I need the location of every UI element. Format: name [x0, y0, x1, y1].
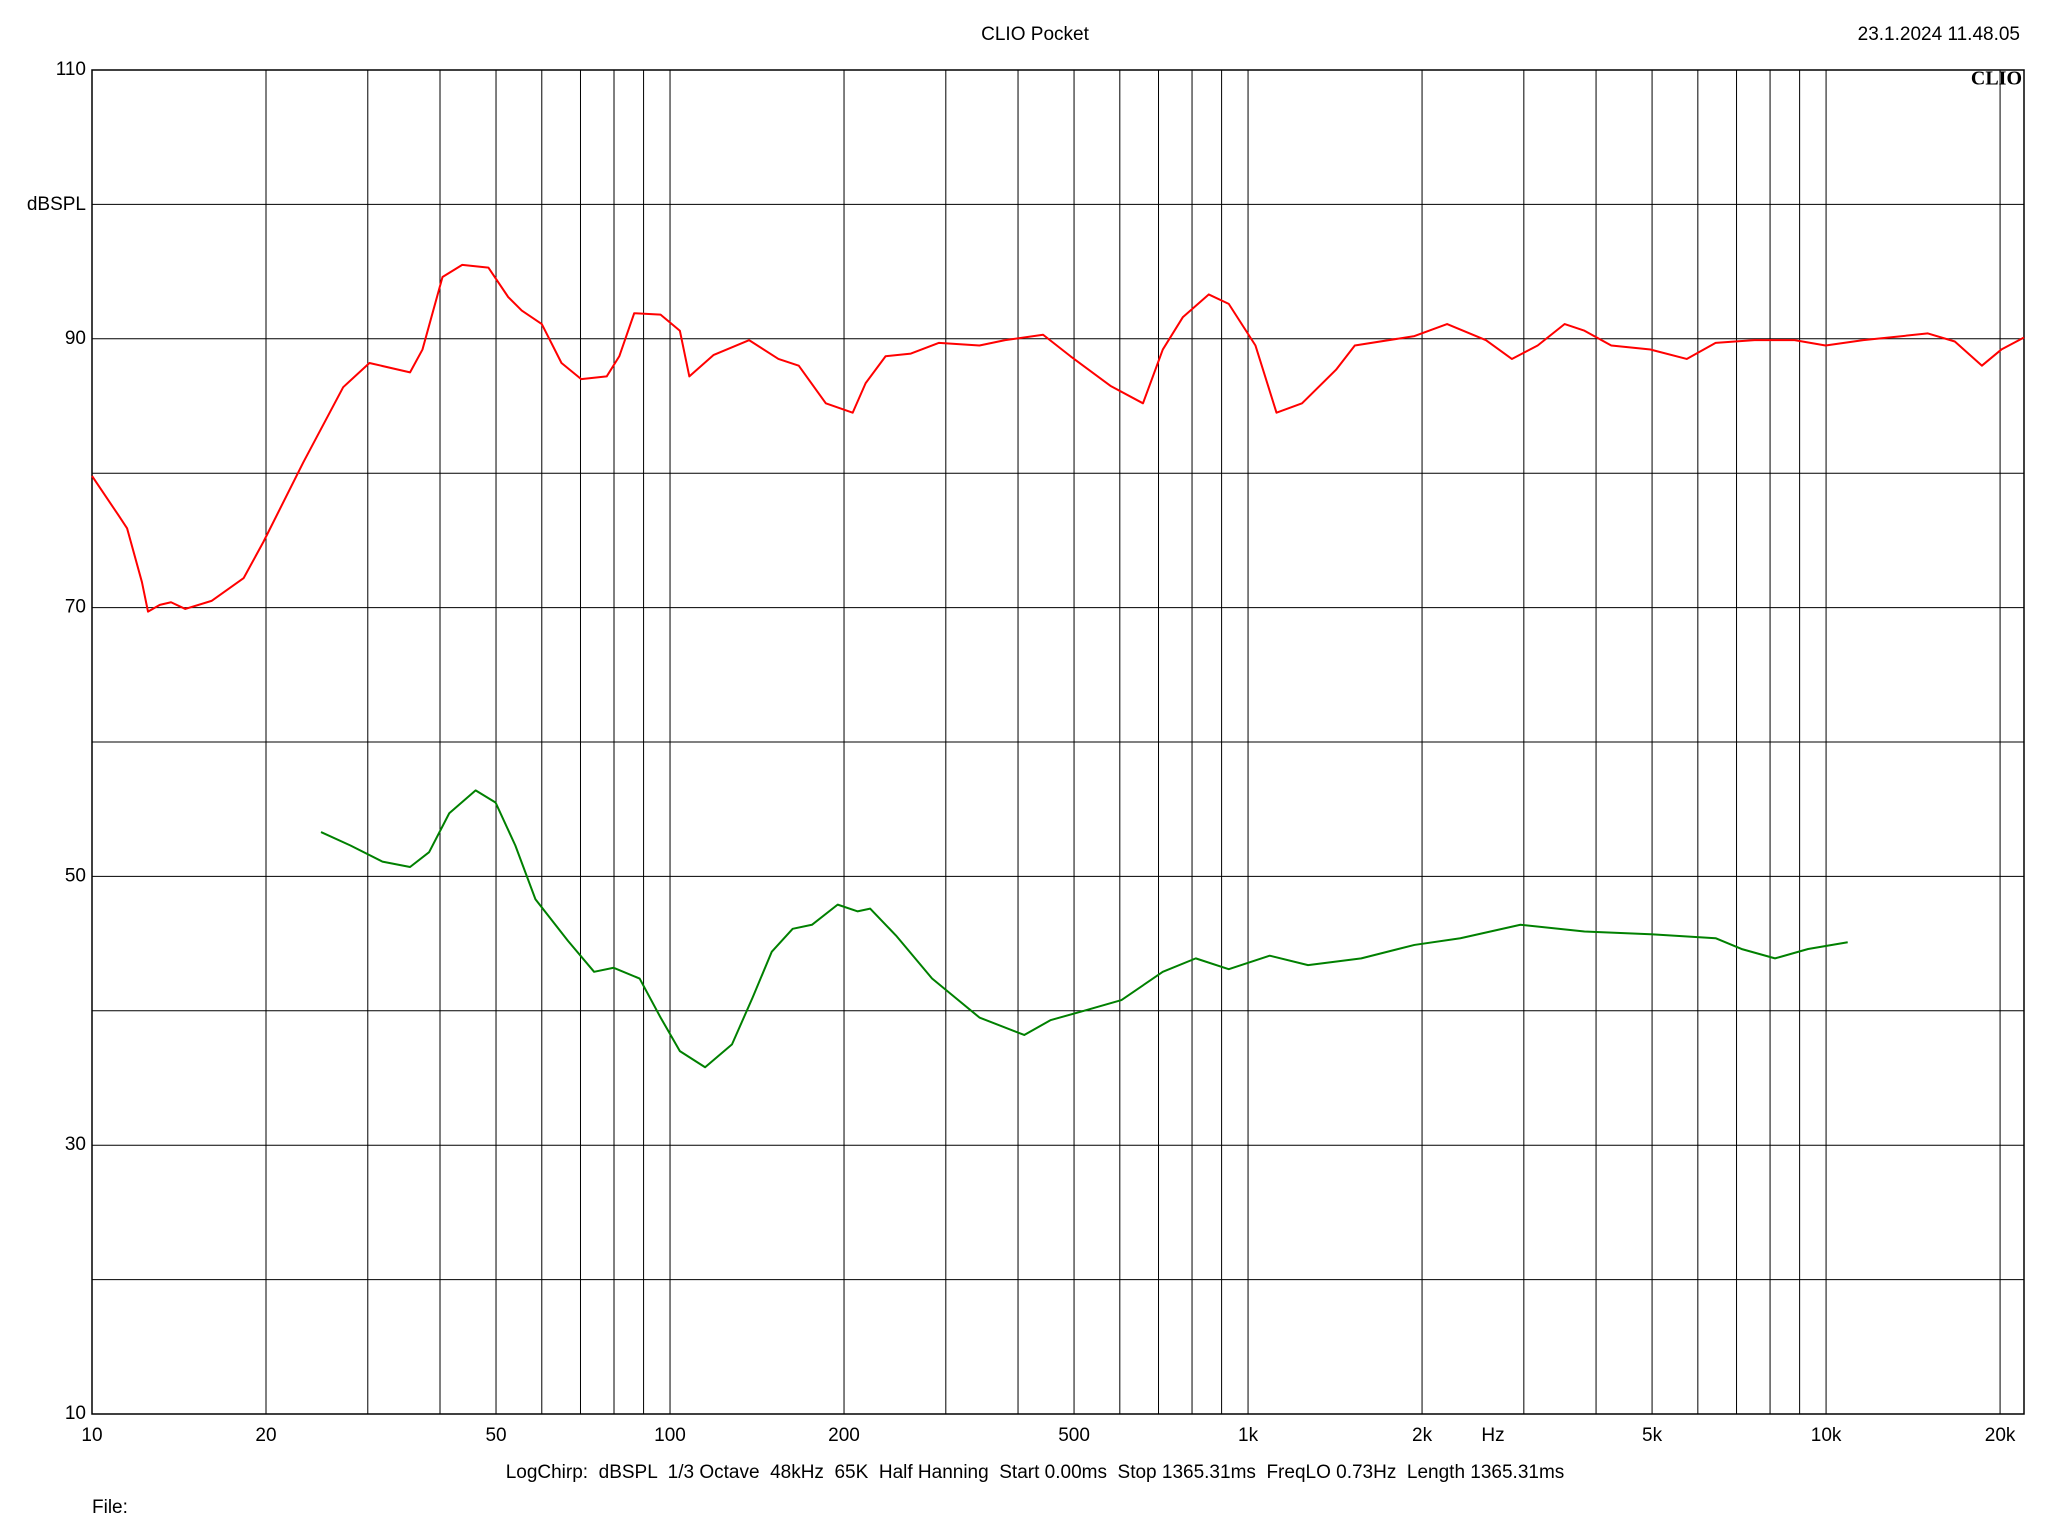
x-tick-label: 2k	[1412, 1425, 1433, 1446]
x-tick-label: 100	[654, 1425, 686, 1446]
x-tick-label: 20	[255, 1425, 276, 1446]
y-tick-label: 10	[65, 1403, 86, 1424]
y-tick-label: 50	[65, 865, 86, 886]
footer: LogChirp: dBSPL 1/3 Octave 48kHz 65K Hal…	[506, 1462, 1565, 1483]
y-tick-label: 70	[65, 597, 86, 618]
x-tick-label: 50	[485, 1425, 506, 1446]
x-tick-label: 500	[1058, 1425, 1090, 1446]
data-line	[320, 789, 1848, 1069]
x-axis-label: Hz	[1481, 1425, 1504, 1446]
x-tick-label: 10k	[1811, 1425, 1842, 1446]
x-tick-label: 20k	[1985, 1425, 2016, 1446]
x-tick-label: 1k	[1238, 1425, 1259, 1446]
logo: CLIO	[1971, 68, 2022, 90]
file-label: File:	[92, 1497, 128, 1518]
x-tick-label: 200	[828, 1425, 860, 1446]
y-tick-label: 110	[56, 59, 86, 80]
plot-frame	[91, 69, 2025, 1415]
chart-title: CLIO Pocket	[981, 24, 1089, 45]
timestamp: 23.1.2024 11.48.05	[1858, 24, 2020, 45]
x-tick-label: 5k	[1642, 1425, 1663, 1446]
y-tick-label: 90	[65, 328, 86, 349]
y-tick-label: 30	[65, 1134, 86, 1155]
y-axis-label: dBSPL	[27, 194, 86, 215]
data-line	[91, 263, 2025, 613]
x-tick-label: 10	[81, 1425, 102, 1446]
